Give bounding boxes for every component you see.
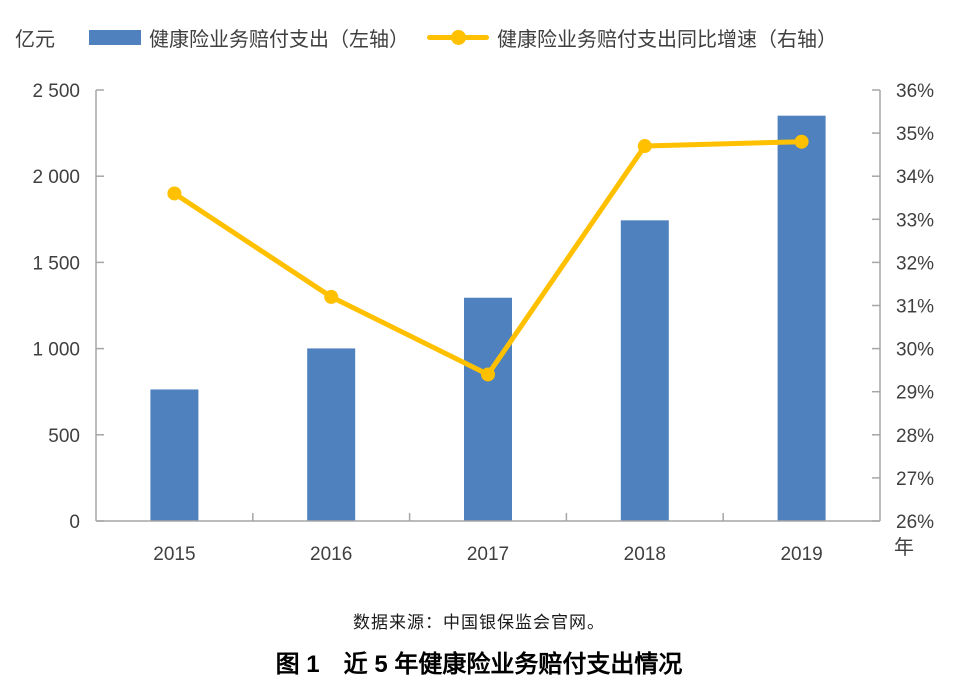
x-axis-label-2019: 2019 xyxy=(780,544,822,565)
legend-item-line-series: 健康险业务赔付支出同比增速（右轴） xyxy=(427,23,837,52)
x-axis-label-2015: 2015 xyxy=(153,544,195,565)
right-axis-tick-label: 29% xyxy=(896,383,934,404)
bar-2019 xyxy=(777,115,826,522)
x-axis-label-2017: 2017 xyxy=(467,544,509,565)
line-point-2017 xyxy=(481,367,495,382)
right-axis-tick-label: 30% xyxy=(896,340,934,361)
source-note: 数据来源：中国银保监会官网。 xyxy=(353,613,605,632)
line-series-marker-icon xyxy=(427,29,489,45)
right-axis-tick-label: 32% xyxy=(896,253,934,274)
bar-2016 xyxy=(307,348,356,521)
right-axis-tick-label: 27% xyxy=(896,469,934,490)
line-point-2016 xyxy=(324,289,339,304)
right-axis-tick-label: 33% xyxy=(896,210,934,231)
combo-chart: 0 500 1 000 1 500 2 000 2 500 26% 27% 28% 29% 30% 3… xyxy=(32,81,934,565)
right-axis-tick-label: 35% xyxy=(896,124,934,145)
right-axis-tick-label: 28% xyxy=(896,426,934,447)
right-axis-tick-label: 36% xyxy=(896,81,934,102)
x-axis-label-2016: 2016 xyxy=(310,544,352,565)
x-axis-unit-label: 年 xyxy=(894,536,914,559)
bar-series-swatch-icon xyxy=(89,29,141,45)
bar-2018 xyxy=(620,220,669,521)
line-point-2015 xyxy=(167,186,182,201)
legend-item-bar-series: 健康险业务赔付支出（左轴） xyxy=(89,23,409,52)
left-axis-tick-label: 500 xyxy=(48,426,80,447)
x-axis-label-2018: 2018 xyxy=(624,544,666,565)
legend-bar-label: 健康险业务赔付支出（左轴） xyxy=(149,28,409,51)
bar-2017 xyxy=(464,297,512,521)
left-axis-tick-label: 1 500 xyxy=(32,253,80,274)
left-axis-tick-label: 0 xyxy=(69,512,80,533)
chart-legend: 亿元 健康险业务赔付支出（左轴） 健康险业务赔付支出同比增速（右轴） xyxy=(15,23,837,52)
left-axis-tick-label: 2 500 xyxy=(32,81,80,102)
right-axis-tick-label: 26% xyxy=(896,512,934,533)
bar-2015 xyxy=(150,389,199,521)
right-axis-tick-label: 34% xyxy=(896,167,934,188)
line-marker-dot xyxy=(451,29,466,45)
right-axis-tick-label: 31% xyxy=(896,297,934,318)
line-point-2019 xyxy=(794,134,809,149)
figure-title: 图 1 近 5 年健康险业务赔付支出情况 xyxy=(275,651,683,678)
line-point-2018 xyxy=(637,139,652,154)
left-axis-tick-label: 1 000 xyxy=(32,340,80,361)
legend-line-label: 健康险业务赔付支出同比增速（右轴） xyxy=(497,28,837,51)
left-axis-tick-label: 2 000 xyxy=(32,167,80,188)
left-axis-unit-label: 亿元 xyxy=(15,28,55,51)
